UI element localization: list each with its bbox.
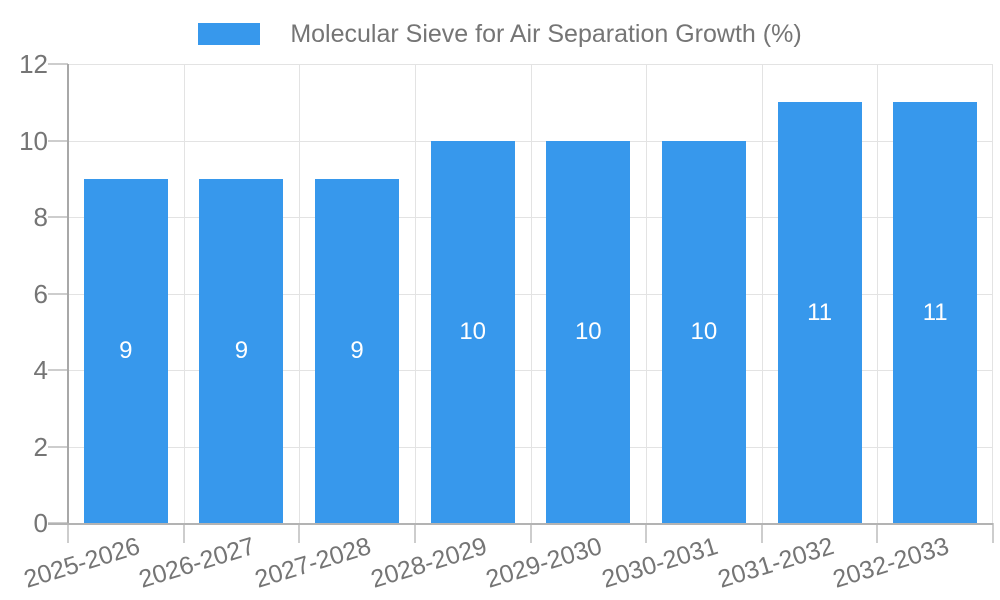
- bar[interactable]: 9: [199, 178, 284, 524]
- bar-value-label: 9: [119, 336, 133, 364]
- bar[interactable]: 11: [777, 102, 862, 524]
- bar[interactable]: 9: [83, 178, 168, 524]
- bar-value-label: 10: [459, 317, 487, 345]
- bar[interactable]: 9: [315, 178, 400, 524]
- legend-label: Molecular Sieve for Air Separation Growt…: [290, 19, 802, 48]
- y-axis-tick: [48, 140, 68, 142]
- x-axis-tick: [414, 523, 416, 543]
- x-axis-tick: [645, 523, 647, 543]
- vertical-gridline: [299, 64, 300, 523]
- vertical-gridline: [531, 64, 532, 523]
- vertical-gridline: [762, 64, 763, 523]
- x-axis-line: [48, 523, 993, 525]
- horizontal-gridline: [68, 141, 993, 142]
- y-axis-label: 10: [19, 126, 48, 156]
- y-axis-tick: [48, 216, 68, 218]
- horizontal-gridline: [68, 294, 993, 295]
- y-axis-tick: [48, 446, 68, 448]
- bar-value-label: 11: [922, 298, 948, 326]
- bar[interactable]: 10: [430, 140, 515, 523]
- legend[interactable]: Molecular Sieve for Air Separation Growt…: [0, 17, 1000, 51]
- bar[interactable]: 10: [661, 140, 746, 523]
- horizontal-gridline: [68, 64, 993, 65]
- legend-swatch: [198, 23, 261, 45]
- bar-value-label: 10: [690, 317, 718, 345]
- y-axis-label: 0: [33, 508, 48, 538]
- bar[interactable]: 10: [546, 140, 631, 523]
- y-axis-label: 6: [33, 279, 48, 309]
- horizontal-gridline: [68, 370, 993, 371]
- y-axis-tick: [48, 63, 68, 65]
- y-axis-line: [67, 64, 69, 525]
- vertical-gridline: [646, 64, 647, 523]
- x-axis-tick: [992, 523, 994, 543]
- bar[interactable]: 11: [893, 102, 978, 524]
- x-axis-tick: [183, 523, 185, 543]
- bar-value-label: 9: [234, 336, 249, 364]
- x-axis-tick: [530, 523, 532, 543]
- bar-value-label: 9: [350, 336, 364, 364]
- vertical-gridline: [992, 64, 993, 523]
- bar-value-label: 10: [574, 317, 602, 345]
- y-axis-label: 4: [33, 355, 48, 385]
- y-axis-label: 2: [33, 432, 48, 462]
- x-axis-tick: [761, 523, 763, 543]
- bar-value-label: 11: [807, 298, 833, 326]
- horizontal-gridline: [68, 447, 993, 448]
- y-axis-label: 12: [19, 49, 48, 79]
- x-axis-tick: [67, 523, 69, 543]
- horizontal-gridline: [68, 217, 993, 218]
- vertical-gridline: [415, 64, 416, 523]
- x-axis-tick: [876, 523, 878, 543]
- vertical-gridline: [877, 64, 878, 523]
- x-axis-tick: [298, 523, 300, 543]
- y-axis-tick: [48, 369, 68, 371]
- y-axis-label: 8: [33, 202, 48, 232]
- y-axis-tick: [48, 293, 68, 295]
- vertical-gridline: [184, 64, 185, 523]
